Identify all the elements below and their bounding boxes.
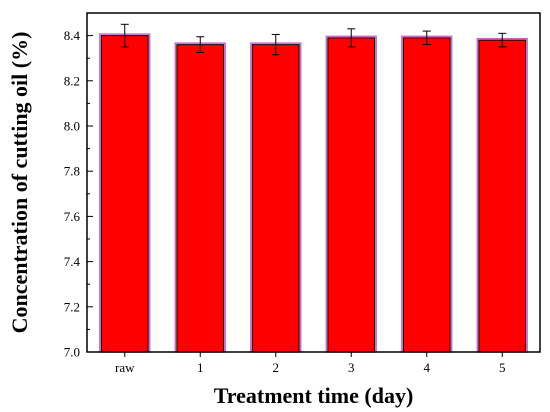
y-tick-label: 8.0 — [64, 119, 80, 134]
x-tick-label-2: 2 — [273, 360, 280, 375]
y-tick-label: 7.0 — [64, 345, 80, 360]
x-tick-label-1: 1 — [197, 360, 204, 375]
y-tick-label: 8.2 — [64, 73, 80, 88]
y-tick-label: 8.4 — [64, 28, 81, 43]
bar-4 — [402, 37, 451, 353]
y-tick-label: 7.4 — [64, 254, 81, 269]
y-axis-title: Concentration of cutting oil (%) — [7, 32, 32, 334]
bar-5 — [478, 39, 527, 353]
x-axis-title: Treatment time (day) — [214, 383, 414, 408]
bar-1 — [176, 44, 225, 353]
y-tick-label: 7.8 — [64, 164, 80, 179]
x-tick-label-raw: raw — [115, 360, 135, 375]
y-tick-label: 7.6 — [64, 209, 81, 224]
bar-raw — [100, 35, 149, 353]
x-tick-label-3: 3 — [348, 360, 355, 375]
bar-3 — [327, 37, 376, 353]
y-axis: 7.0 7.2 7.4 7.6 7.8 8.0 8.2 8.4 — [64, 12, 93, 360]
bars-layer — [99, 33, 528, 353]
x-tick-label-5: 5 — [499, 360, 506, 375]
y-tick-label: 7.2 — [64, 299, 80, 314]
x-tick-label-4: 4 — [424, 360, 431, 375]
bar-2 — [251, 44, 300, 353]
x-axis: raw 1 2 3 4 5 — [115, 352, 506, 375]
plot-frame — [86, 12, 541, 353]
error-bars-layer — [120, 23, 507, 56]
